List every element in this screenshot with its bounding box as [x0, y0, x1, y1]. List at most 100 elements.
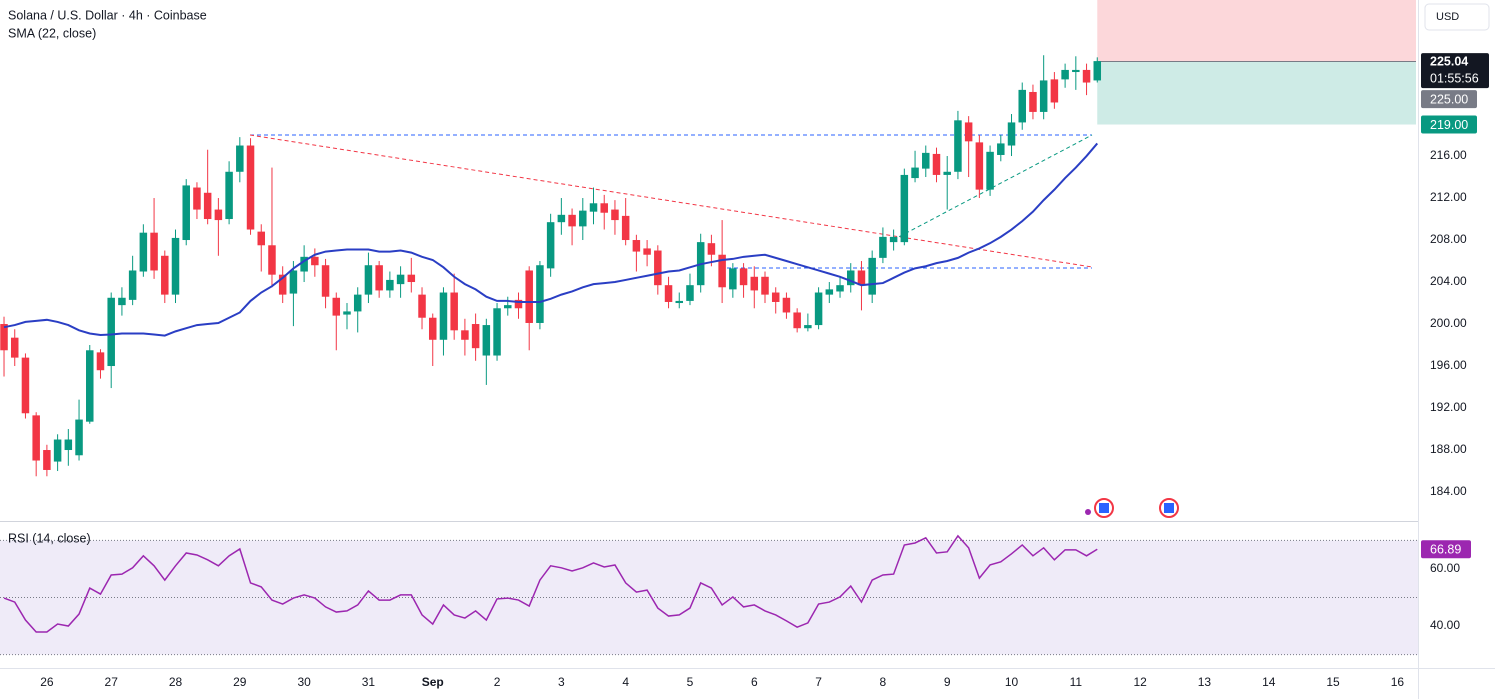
candle-body: [975, 142, 984, 190]
candle-body: [879, 236, 887, 258]
candle-body: [246, 145, 255, 230]
target-zone: [1097, 61, 1416, 125]
candle-body: [514, 299, 523, 309]
x-tick-label: 16: [1391, 675, 1405, 689]
candle-body: [1072, 69, 1080, 73]
candle-body: [536, 265, 544, 323]
position-layer: [1097, 0, 1416, 125]
candle-body: [814, 292, 823, 326]
x-tick-label: 3: [558, 675, 565, 689]
candle-body: [857, 270, 866, 286]
y-tick-label: 196.00: [1430, 358, 1467, 372]
rsi-value-box: [1421, 540, 1471, 559]
candle-body: [418, 294, 426, 318]
candle-body: [600, 203, 608, 213]
candle-body: [396, 274, 405, 285]
candle-body: [321, 265, 330, 297]
x-tick-label: 13: [1198, 675, 1212, 689]
currency-label: USD: [1436, 11, 1459, 23]
candle-body: [428, 317, 437, 340]
candle-body: [654, 250, 662, 286]
candle-body: [1039, 80, 1048, 112]
candles: [0, 55, 1102, 477]
y-tick-label: 188.00: [1430, 442, 1467, 456]
candle-body: [21, 357, 30, 414]
candle-body: [589, 203, 598, 212]
candle-body: [482, 325, 491, 356]
candle-body: [889, 236, 898, 243]
candle-body: [268, 245, 276, 275]
last-price-label: 225.04: [1430, 54, 1468, 68]
x-tick-label: 28: [169, 675, 183, 689]
rsi-value-label: 66.89: [1430, 543, 1461, 557]
y-tick-label: 212.00: [1430, 190, 1467, 204]
candle-body: [750, 276, 759, 291]
candle-body: [471, 324, 480, 349]
x-tick-label: 14: [1262, 675, 1276, 689]
candle-body: [1093, 61, 1102, 81]
candle-body: [997, 143, 1005, 155]
axes: 26 27 28 29 30 31 Sep 2 3 4 5 6 7 8 9 10 11 12 13 14 15 16 184…: [40, 53, 1489, 689]
candle-body: [546, 222, 555, 269]
x-tick-label: 5: [687, 675, 694, 689]
flag: [1164, 503, 1174, 513]
countdown-label: 01:55:56: [1430, 71, 1479, 85]
stop-zone: [1097, 0, 1416, 62]
x-tick-label: 30: [297, 675, 311, 689]
x-tick-label: 29: [233, 675, 247, 689]
candle-body: [1082, 69, 1091, 83]
entry-price-label: 225.00: [1430, 92, 1468, 106]
candle-body: [579, 210, 587, 227]
candle-body: [10, 337, 19, 358]
candle-body: [150, 232, 158, 271]
x-tick-label: 11: [1070, 675, 1083, 689]
candle-body: [0, 324, 8, 351]
indicator-legend: SMA (22, close): [8, 26, 96, 40]
candle-body: [707, 243, 716, 255]
candle-body: [289, 270, 298, 294]
y-tick-label: 204.00: [1430, 274, 1467, 288]
x-tick-label: 9: [944, 675, 951, 689]
x-tick-label: 7: [815, 675, 822, 689]
candle-body: [493, 308, 501, 356]
candle-body: [300, 256, 308, 272]
sma-line: [3, 142, 1099, 337]
candle-body: [632, 240, 641, 252]
x-tick-label: Sep: [422, 675, 444, 689]
candle-body: [900, 174, 909, 243]
candle-body: [278, 274, 287, 295]
indicator-legend: RSI (14, close): [8, 531, 91, 545]
candle-body: [943, 171, 951, 175]
candle-body: [214, 209, 223, 221]
rsi-line: [3, 534, 1098, 633]
x-tick-label: 8: [880, 675, 887, 689]
x-tick-label: 4: [622, 675, 629, 689]
candle-body: [846, 270, 855, 286]
target-price-label: 219.00: [1430, 118, 1468, 132]
candle-body: [203, 192, 212, 220]
candle-body: [782, 297, 791, 313]
candle-body: [311, 256, 319, 266]
y-tick-label: 60.00: [1430, 561, 1460, 575]
rsi-pane: [0, 534, 1418, 656]
entry-price-box: [1421, 90, 1477, 109]
candle-body: [407, 274, 416, 283]
y-tick-label: 184.00: [1430, 484, 1467, 498]
currency-button[interactable]: [1424, 3, 1490, 31]
last-price-box: [1421, 53, 1489, 89]
candle-body: [954, 120, 962, 172]
candle-body: [557, 214, 566, 223]
candle-body: [139, 232, 148, 272]
drawings: [249, 134, 1093, 269]
candle-body: [1007, 122, 1016, 146]
candle-body: [686, 285, 694, 301]
candle-body: [53, 439, 62, 462]
candle-body: [225, 171, 233, 220]
x-tick-label: 26: [40, 675, 54, 689]
candle-body: [64, 439, 73, 451]
candle-body: [182, 185, 190, 241]
candle-body: [643, 248, 651, 255]
x-tick-label: 27: [105, 675, 119, 689]
x-tick-label: 12: [1133, 675, 1147, 689]
candle-body: [729, 268, 737, 290]
